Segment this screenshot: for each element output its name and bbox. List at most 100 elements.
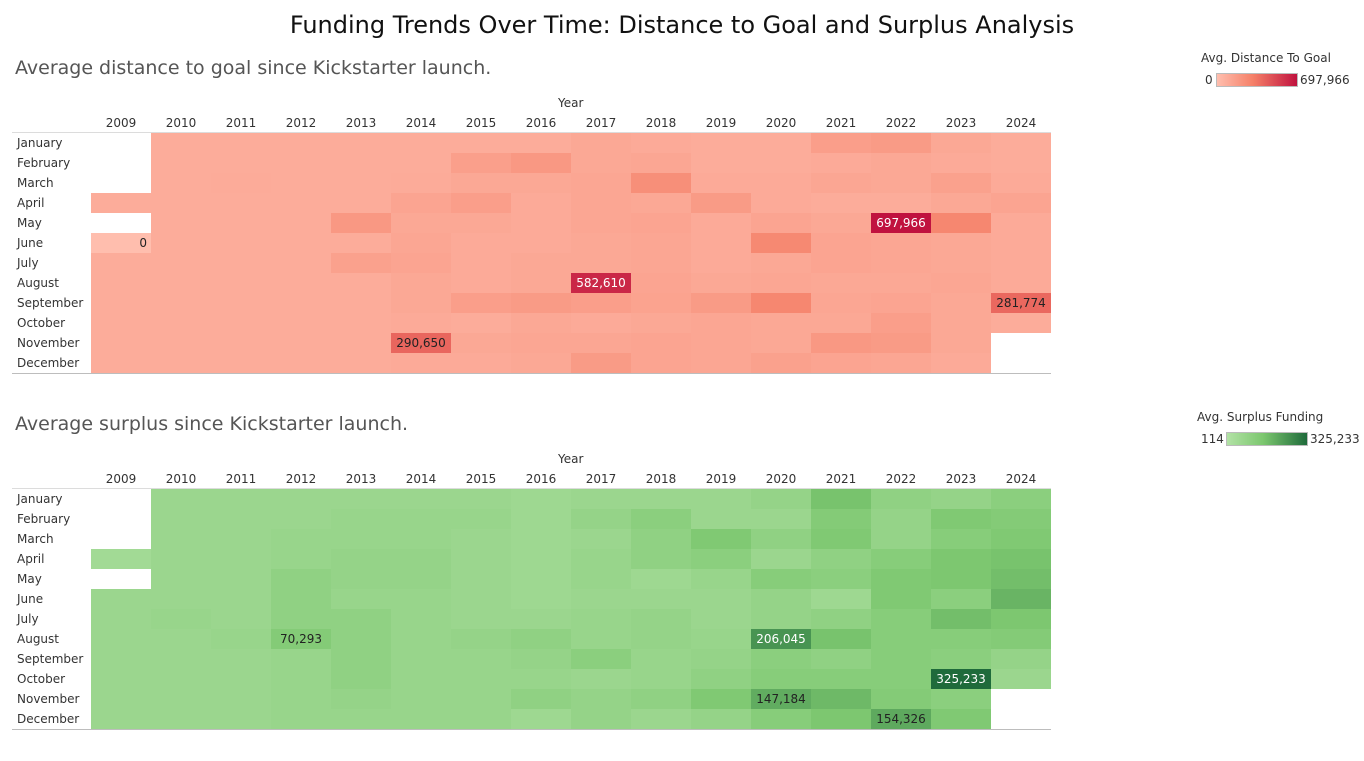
surplus-heatmap-cell[interactable] <box>271 649 331 669</box>
distance-heatmap-cell[interactable] <box>331 133 391 153</box>
surplus-heatmap-cell[interactable] <box>211 569 271 589</box>
surplus-heatmap-cell[interactable] <box>151 689 211 709</box>
surplus-heatmap-cell[interactable] <box>871 509 931 529</box>
distance-heatmap-cell[interactable] <box>391 173 451 193</box>
distance-heatmap-cell[interactable] <box>211 233 271 253</box>
surplus-heatmap-cell[interactable] <box>811 689 871 709</box>
distance-heatmap-cell[interactable] <box>931 253 991 273</box>
surplus-heatmap-cell[interactable] <box>151 569 211 589</box>
distance-heatmap-cell[interactable] <box>151 353 211 373</box>
surplus-heatmap-cell[interactable] <box>871 549 931 569</box>
surplus-heatmap-cell[interactable] <box>331 609 391 629</box>
distance-heatmap-cell[interactable] <box>811 193 871 213</box>
distance-heatmap-cell[interactable] <box>271 293 331 313</box>
surplus-heatmap-cell[interactable] <box>991 489 1051 509</box>
distance-heatmap-cell[interactable] <box>991 193 1051 213</box>
distance-heatmap-cell[interactable] <box>751 353 811 373</box>
distance-heatmap-cell[interactable] <box>391 133 451 153</box>
surplus-heatmap-cell[interactable] <box>931 549 991 569</box>
surplus-heatmap-cell[interactable] <box>391 709 451 729</box>
surplus-heatmap-cell[interactable] <box>331 569 391 589</box>
distance-heatmap-cell[interactable] <box>151 153 211 173</box>
surplus-heatmap-cell[interactable] <box>871 709 931 729</box>
distance-heatmap-cell[interactable] <box>391 193 451 213</box>
surplus-heatmap-cell[interactable] <box>631 669 691 689</box>
distance-heatmap-cell[interactable] <box>871 313 931 333</box>
distance-heatmap-cell[interactable] <box>451 253 511 273</box>
distance-heatmap-cell[interactable] <box>211 133 271 153</box>
surplus-heatmap-cell[interactable] <box>811 649 871 669</box>
surplus-heatmap-cell[interactable] <box>691 509 751 529</box>
surplus-heatmap-cell[interactable] <box>331 689 391 709</box>
distance-heatmap-cell[interactable] <box>331 233 391 253</box>
surplus-heatmap-cell[interactable] <box>691 589 751 609</box>
surplus-heatmap-cell[interactable] <box>751 549 811 569</box>
surplus-heatmap-cell[interactable] <box>631 689 691 709</box>
surplus-heatmap-cell[interactable] <box>391 529 451 549</box>
distance-heatmap-cell[interactable] <box>511 233 571 253</box>
surplus-heatmap-cell[interactable] <box>991 509 1051 529</box>
distance-heatmap-cell[interactable] <box>751 313 811 333</box>
distance-heatmap-cell[interactable] <box>691 273 751 293</box>
surplus-heatmap-cell[interactable] <box>871 689 931 709</box>
distance-heatmap-cell[interactable] <box>271 353 331 373</box>
distance-heatmap-cell[interactable] <box>871 353 931 373</box>
distance-heatmap-cell[interactable] <box>691 153 751 173</box>
distance-heatmap-cell[interactable] <box>931 133 991 153</box>
distance-heatmap-cell[interactable] <box>511 173 571 193</box>
surplus-heatmap-cell[interactable] <box>631 709 691 729</box>
distance-heatmap-cell[interactable] <box>91 333 151 353</box>
distance-heatmap-cell[interactable] <box>511 153 571 173</box>
distance-heatmap-cell[interactable] <box>511 333 571 353</box>
distance-heatmap-cell[interactable] <box>91 253 151 273</box>
distance-heatmap-cell[interactable] <box>631 173 691 193</box>
distance-heatmap-cell[interactable] <box>391 213 451 233</box>
surplus-heatmap-cell[interactable] <box>871 569 931 589</box>
surplus-heatmap-cell[interactable] <box>331 649 391 669</box>
distance-heatmap-cell[interactable] <box>871 133 931 153</box>
distance-heatmap-cell[interactable] <box>691 213 751 233</box>
surplus-heatmap-cell[interactable] <box>691 569 751 589</box>
surplus-heatmap-cell[interactable] <box>511 489 571 509</box>
distance-heatmap-cell[interactable] <box>691 193 751 213</box>
distance-heatmap-cell[interactable] <box>871 153 931 173</box>
surplus-heatmap-cell[interactable] <box>151 509 211 529</box>
surplus-heatmap-cell[interactable] <box>151 709 211 729</box>
distance-heatmap-cell[interactable] <box>871 233 931 253</box>
surplus-heatmap-cell[interactable] <box>931 669 991 689</box>
distance-heatmap-cell[interactable] <box>811 253 871 273</box>
surplus-heatmap-cell[interactable] <box>451 589 511 609</box>
distance-heatmap-cell[interactable] <box>631 333 691 353</box>
distance-heatmap-cell[interactable] <box>571 193 631 213</box>
distance-heatmap-cell[interactable] <box>331 293 391 313</box>
surplus-heatmap-cell[interactable] <box>451 629 511 649</box>
surplus-heatmap-cell[interactable] <box>991 629 1051 649</box>
surplus-heatmap-cell[interactable] <box>691 529 751 549</box>
distance-heatmap-cell[interactable] <box>571 173 631 193</box>
distance-heatmap-cell[interactable] <box>211 313 271 333</box>
surplus-heatmap-cell[interactable] <box>871 529 931 549</box>
distance-heatmap-cell[interactable] <box>211 253 271 273</box>
distance-heatmap-cell[interactable] <box>811 293 871 313</box>
surplus-heatmap-cell[interactable] <box>451 649 511 669</box>
distance-heatmap-cell[interactable] <box>691 333 751 353</box>
distance-heatmap-cell[interactable] <box>331 193 391 213</box>
surplus-heatmap-cell[interactable] <box>211 689 271 709</box>
distance-heatmap-cell[interactable] <box>151 253 211 273</box>
distance-heatmap-cell[interactable] <box>451 133 511 153</box>
surplus-heatmap-cell[interactable] <box>211 549 271 569</box>
surplus-heatmap-cell[interactable] <box>271 569 331 589</box>
surplus-heatmap-cell[interactable] <box>391 589 451 609</box>
distance-heatmap-cell[interactable] <box>271 193 331 213</box>
distance-heatmap-cell[interactable] <box>91 353 151 373</box>
surplus-heatmap-cell[interactable] <box>871 669 931 689</box>
surplus-heatmap-cell[interactable] <box>511 689 571 709</box>
surplus-heatmap-cell[interactable] <box>631 489 691 509</box>
distance-heatmap-cell[interactable] <box>391 313 451 333</box>
surplus-heatmap-cell[interactable] <box>631 629 691 649</box>
distance-heatmap-cell[interactable] <box>931 313 991 333</box>
surplus-heatmap-cell[interactable] <box>451 489 511 509</box>
surplus-heatmap-cell[interactable] <box>451 609 511 629</box>
surplus-heatmap-cell[interactable] <box>451 669 511 689</box>
distance-heatmap-cell[interactable] <box>631 233 691 253</box>
